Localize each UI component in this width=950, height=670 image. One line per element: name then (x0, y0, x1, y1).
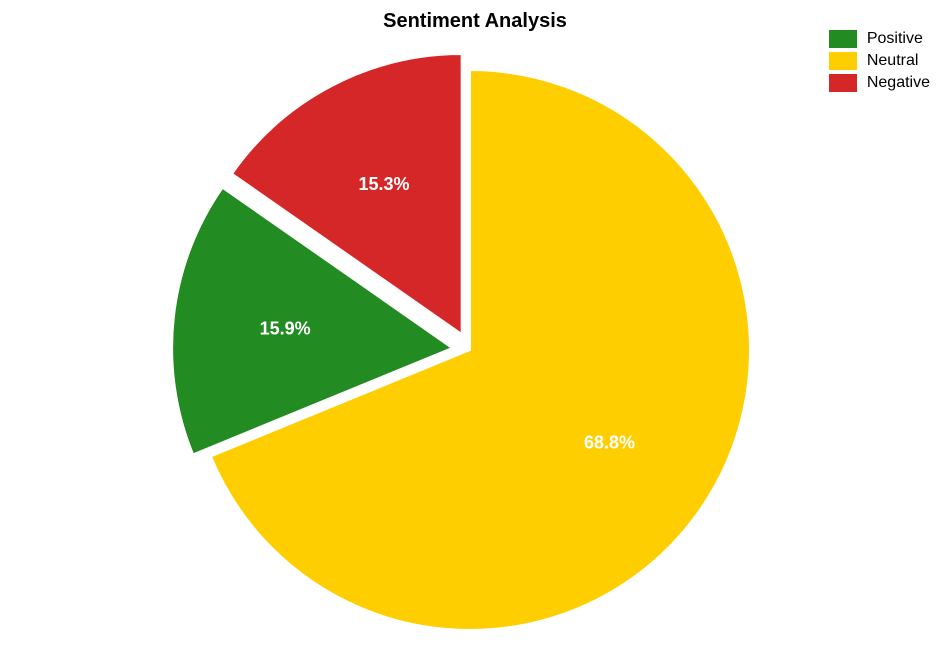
chart-title: Sentiment Analysis (383, 10, 567, 33)
slice-label-negative: 15.3% (358, 174, 409, 194)
pie-chart: 68.8% 15.9% 15.3% (170, 50, 790, 670)
legend-label-negative: Negative (867, 74, 930, 92)
legend-swatch-negative (829, 74, 857, 92)
legend-label-neutral: Neutral (867, 52, 919, 70)
legend-swatch-neutral (829, 52, 857, 70)
slice-label-positive: 15.9% (260, 318, 311, 338)
legend-label-positive: Positive (867, 30, 923, 48)
legend-item-negative: Negative (829, 74, 930, 92)
legend: Positive Neutral Negative (829, 30, 930, 96)
legend-item-positive: Positive (829, 30, 930, 48)
slice-label-neutral: 68.8% (584, 432, 635, 452)
legend-item-neutral: Neutral (829, 52, 930, 70)
legend-swatch-positive (829, 30, 857, 48)
chart-container: Sentiment Analysis 68.8% 15.9% 15.3% Posit… (0, 0, 950, 662)
